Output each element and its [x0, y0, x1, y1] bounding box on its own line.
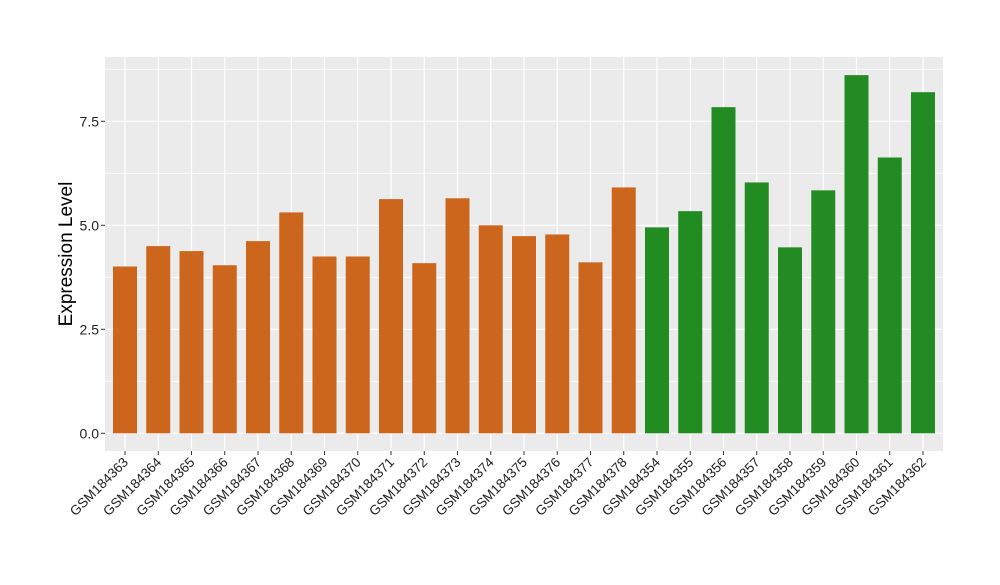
bar-GSM184357	[744, 182, 769, 434]
bar-GSM184369	[312, 256, 337, 434]
y-tick-label: 7.5	[80, 113, 100, 129]
bar-GSM184372	[412, 263, 437, 434]
bar-GSM184371	[379, 199, 403, 434]
bar-GSM184354	[645, 227, 669, 434]
y-axis-label: Expression Level	[56, 182, 77, 327]
x-axis: GSM184363GSM184364GSM184365GSM184366GSM1…	[67, 451, 929, 519]
bar-GSM184370	[345, 256, 370, 434]
y-axis: 0.0 2.5 5.0 7.5	[80, 113, 105, 441]
bar-GSM184366	[212, 265, 237, 434]
bar-GSM184362	[911, 92, 935, 434]
bar-GSM184378	[611, 187, 636, 434]
y-tick-label: 0.0	[80, 425, 100, 441]
y-tick-label: 2.5	[80, 321, 100, 337]
bar-GSM184376	[545, 234, 570, 434]
y-tick-label: 5.0	[80, 217, 100, 233]
bar-GSM184361	[877, 157, 902, 434]
bar-GSM184375	[512, 236, 536, 434]
bar-GSM184356	[711, 107, 736, 434]
bar-GSM184358	[778, 247, 802, 434]
bar-GSM184364	[146, 246, 171, 434]
bar-GSM184355	[678, 211, 703, 434]
bar-GSM184373	[445, 198, 470, 434]
bar-GSM184367	[246, 241, 270, 434]
bar-GSM184359	[811, 190, 836, 434]
bars	[113, 75, 935, 434]
bar-GSM184360	[844, 75, 869, 434]
bar-GSM184368	[279, 212, 304, 434]
bar-GSM184374	[478, 225, 503, 434]
bar-GSM184377	[578, 262, 603, 434]
bar-GSM184363	[113, 266, 137, 434]
bar-GSM184365	[179, 251, 204, 434]
